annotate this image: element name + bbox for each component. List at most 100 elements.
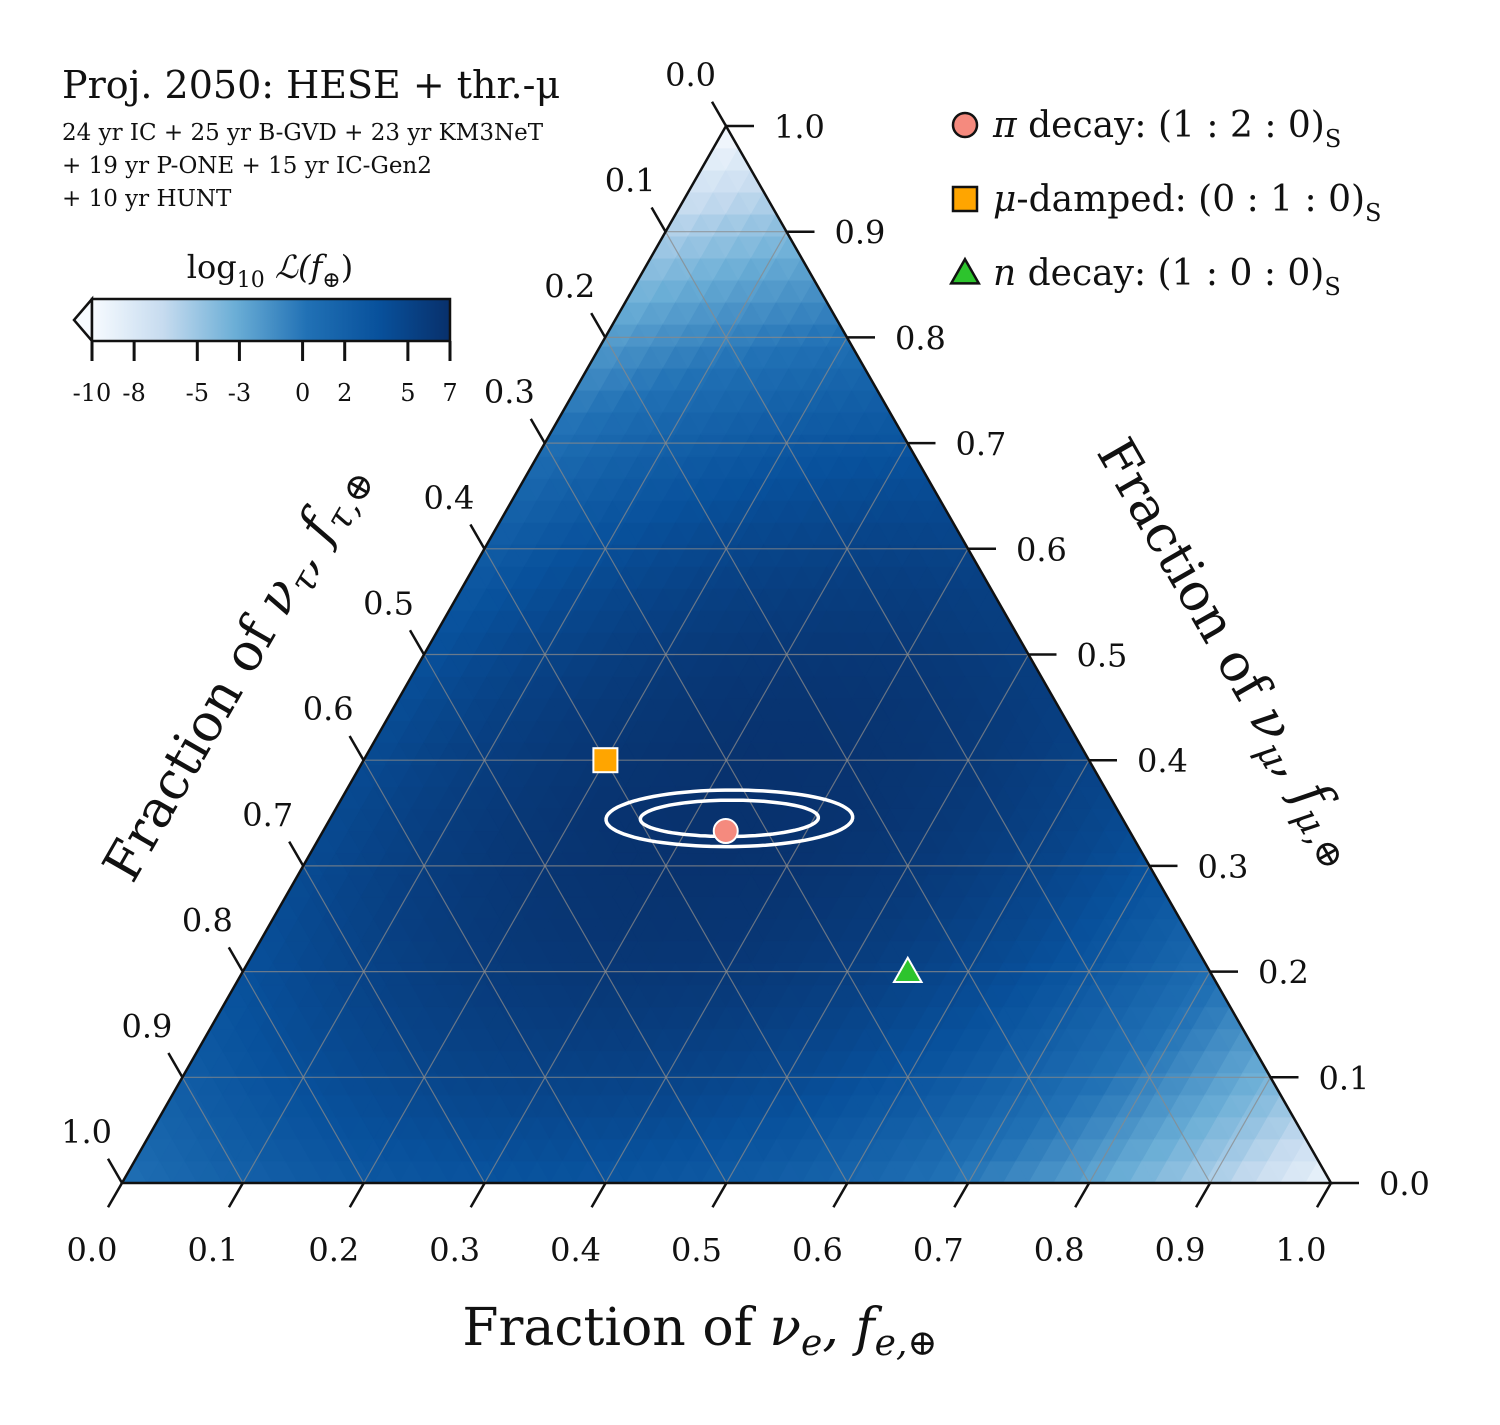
tick-label-right: 0.3 xyxy=(1198,848,1249,886)
tick-bottom xyxy=(1315,1182,1333,1208)
tick-label-bottom: 0.1 xyxy=(187,1231,238,1269)
tick-left xyxy=(227,946,244,973)
colorbar-title-sub: 10 xyxy=(237,268,265,293)
tick-label-bottom: 1.0 xyxy=(1276,1231,1327,1269)
tick-left xyxy=(288,841,305,867)
subtitle-line-3: + 10 yr HUNT xyxy=(62,186,232,212)
tick-bottom xyxy=(469,1182,486,1208)
markers xyxy=(592,747,924,983)
chart-subtitle: 24 yr IC + 25 yr B-GVD + 23 yr KM3NeT + … xyxy=(62,120,550,212)
tick-bottom xyxy=(832,1182,849,1208)
bottom-axis-sub2: e,⊕ xyxy=(875,1323,938,1364)
legend-icon-mu-damped xyxy=(951,185,979,213)
tick-label-bottom: 0.3 xyxy=(429,1231,480,1269)
tick-left xyxy=(106,1158,124,1184)
tick-bottom xyxy=(227,1182,244,1208)
bottom-axis-mid: , f xyxy=(822,1298,882,1358)
gridline-ftau xyxy=(181,1077,244,1183)
legend-icon-pi-decay xyxy=(951,111,979,139)
tick-label-right: 0.4 xyxy=(1137,742,1188,780)
tick-label-right: 0.9 xyxy=(835,214,886,252)
tick-left xyxy=(469,523,486,550)
tick-label-left: 0.0 xyxy=(665,56,716,94)
tick-label-right: 0.0 xyxy=(1379,1165,1430,1203)
gridline-fe xyxy=(1209,1077,1272,1183)
gridline-fe xyxy=(1088,971,1211,1183)
colorbar-title: log10 ℒ(f⊕) xyxy=(187,248,353,293)
colorbar-extend-arrow xyxy=(72,295,94,345)
likelihood-heatmap xyxy=(122,126,1331,1183)
gridline-ftau xyxy=(363,759,607,1183)
ticks: 0.0 0.0 0.0 0.1 0.1 0.1 0.2 0.2 0.2 0.3 0.3 0.3 0.4 0… xyxy=(61,56,1430,1269)
tick-left xyxy=(650,206,667,233)
tick-label-bottom: 0.9 xyxy=(1155,1231,1206,1269)
tick-label-right: 0.6 xyxy=(1016,531,1067,569)
tick-label-right: 0.7 xyxy=(956,425,1007,463)
gridline-fe xyxy=(242,231,788,1183)
colorbar-tick-label: -8 xyxy=(122,379,145,407)
tick-bottom xyxy=(953,1182,970,1208)
tick-label-bottom: 0.5 xyxy=(671,1231,722,1269)
tick-label-right: 1.0 xyxy=(774,108,825,146)
tick-bottom xyxy=(711,1182,728,1208)
tick-bottom xyxy=(1195,1182,1212,1208)
tick-label-bottom: 0.6 xyxy=(792,1231,843,1269)
left-axis-prefix: Fraction of xyxy=(92,595,297,891)
marker-n-decay xyxy=(892,955,924,983)
marker-mu-damped xyxy=(592,747,619,774)
legend: π decay: (1 : 2 : 0)S μ-damped: (0 : 1 : … xyxy=(949,105,1381,301)
tick-left xyxy=(348,735,365,761)
tick-label-left: 0.3 xyxy=(484,373,535,411)
tick-label-bottom: 0.4 xyxy=(550,1231,601,1269)
tick-label-left: 0.7 xyxy=(242,796,293,834)
tick-label-left: 0.6 xyxy=(303,690,354,728)
legend-label-pi-decay: π decay: (1 : 2 : 0)S xyxy=(992,105,1341,153)
tick-label-right: 0.2 xyxy=(1258,954,1309,992)
gridline-ftau xyxy=(544,442,969,1183)
colorbar-tick-label: -5 xyxy=(186,379,209,407)
tick-label-bottom: 0.0 xyxy=(67,1231,118,1269)
tick-left xyxy=(710,101,728,127)
colorbar-title-end: ) xyxy=(341,248,353,286)
tick-label-left: 0.1 xyxy=(605,162,656,200)
tick-left xyxy=(167,1052,184,1078)
heatmap-cell xyxy=(712,126,740,149)
tick-left xyxy=(590,312,607,339)
chart-title: Proj. 2050: HESE + thr.-μ xyxy=(62,63,560,107)
colorbar-tick-label: 2 xyxy=(337,379,352,407)
legend-icon-n-decay xyxy=(949,256,981,285)
colorbar-title-sub2: ⊕ xyxy=(322,268,340,293)
gridline-ftau xyxy=(665,231,1211,1183)
gridline-fe xyxy=(725,654,1030,1183)
tick-label-left: 1.0 xyxy=(61,1113,112,1151)
colorbar-tick-label: 5 xyxy=(400,379,415,407)
tick-label-left: 0.9 xyxy=(122,1007,173,1045)
gridline-ftau xyxy=(242,971,365,1183)
tick-label-bottom: 0.7 xyxy=(913,1231,964,1269)
contour-68 xyxy=(638,798,821,839)
tick-bottom xyxy=(590,1182,607,1208)
tick-label-left: 0.4 xyxy=(424,479,475,517)
tick-label-left: 0.8 xyxy=(182,902,233,940)
marker-pi-decay xyxy=(712,818,739,845)
tick-left xyxy=(529,418,546,444)
bottom-axis-sub: e xyxy=(801,1323,822,1364)
tick-bottom xyxy=(1074,1182,1091,1208)
gridline-fe xyxy=(967,865,1151,1183)
bottom-axis-symbol: ν xyxy=(769,1298,801,1358)
tick-label-right: 0.1 xyxy=(1319,1059,1370,1097)
legend-label-mu-damped: μ-damped: (0 : 1 : 0)S xyxy=(993,179,1381,227)
tick-left xyxy=(408,629,426,656)
colorbar-tick-label: 0 xyxy=(295,379,310,407)
gridlines xyxy=(181,231,1272,1183)
tick-label-right: 0.8 xyxy=(895,319,946,357)
colorbar: -10 -8 -5 -3 0 2 5 7 xyxy=(72,295,458,407)
bottom-axis-title: Fraction of νe, fe,⊕ xyxy=(462,1298,937,1364)
tick-label-left: 0.5 xyxy=(363,585,414,623)
chart-title-text: Proj. 2050: HESE + thr.-μ xyxy=(62,63,560,107)
tick-label-bottom: 0.2 xyxy=(308,1231,359,1269)
bottom-axis-prefix: Fraction of xyxy=(462,1298,769,1358)
colorbar-gradient xyxy=(90,297,452,343)
tick-bottom xyxy=(106,1182,124,1208)
